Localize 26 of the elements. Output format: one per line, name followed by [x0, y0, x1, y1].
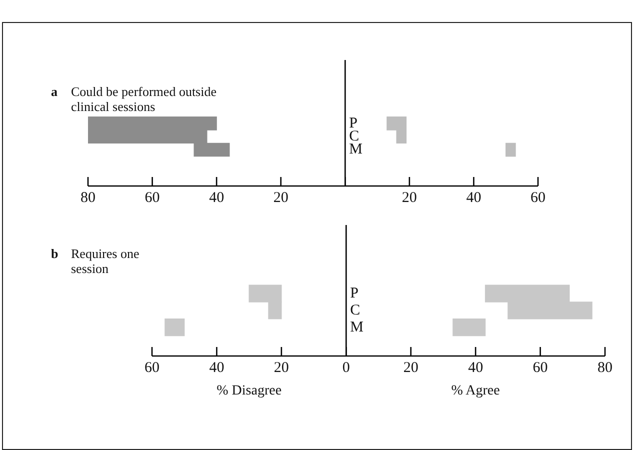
x-tick-label: 60	[144, 360, 160, 376]
x-tick-label: 60	[144, 190, 160, 206]
x-tick-label: 60	[532, 360, 548, 376]
text: % Agree	[451, 384, 500, 399]
chart-title: a Could be performed outside clinical sessions	[51, 84, 218, 114]
x-tick-label: 40	[468, 360, 484, 376]
x-tick-label: 40	[466, 190, 482, 206]
x-tick-label: 0	[342, 360, 350, 376]
y-tick-label: M	[350, 319, 364, 336]
text: % Disagree	[216, 384, 282, 399]
x-tick-label: 20	[403, 360, 418, 376]
x-tick-label: 60	[530, 190, 546, 206]
chart-title: b Requires one session	[51, 246, 140, 276]
bar	[164, 318, 185, 336]
x-tick-label: 20	[274, 360, 289, 376]
y-tick-label: C	[350, 302, 360, 318]
bar	[506, 142, 516, 157]
y-tick-label: P	[350, 286, 358, 302]
x-tick-label: 20	[273, 190, 288, 206]
x-tick-label: 40	[209, 190, 224, 206]
bar	[452, 318, 486, 336]
x-tick-label: 80	[80, 190, 96, 206]
y-tick-label: P	[349, 115, 358, 132]
x-tick-label: 40	[209, 360, 224, 376]
x-tick-label: 20	[402, 190, 417, 206]
x-tick-label: 80	[598, 360, 612, 376]
